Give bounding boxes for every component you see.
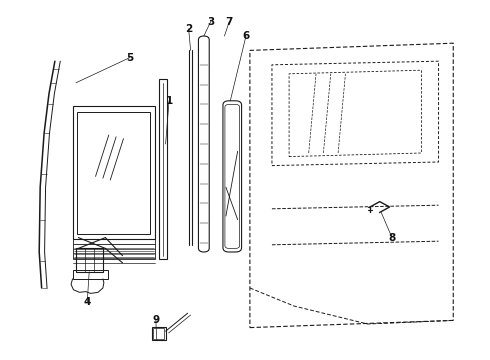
Bar [152, 327, 166, 340]
Text: 9: 9 [152, 315, 159, 325]
Text: 4: 4 [83, 297, 91, 307]
Text: 1: 1 [166, 96, 172, 106]
Text: 5: 5 [126, 53, 133, 63]
Bar [76, 248, 103, 272]
Bar [73, 106, 155, 239]
Bar [159, 79, 167, 259]
Text: 3: 3 [207, 17, 214, 27]
Text: 2: 2 [185, 24, 192, 34]
Text: 6: 6 [243, 31, 249, 41]
Text: 7: 7 [225, 17, 233, 27]
Bar [73, 239, 155, 259]
Text: 8: 8 [389, 233, 395, 243]
Bar [153, 328, 164, 339]
Bar [77, 112, 150, 234]
Bar [73, 270, 108, 279]
